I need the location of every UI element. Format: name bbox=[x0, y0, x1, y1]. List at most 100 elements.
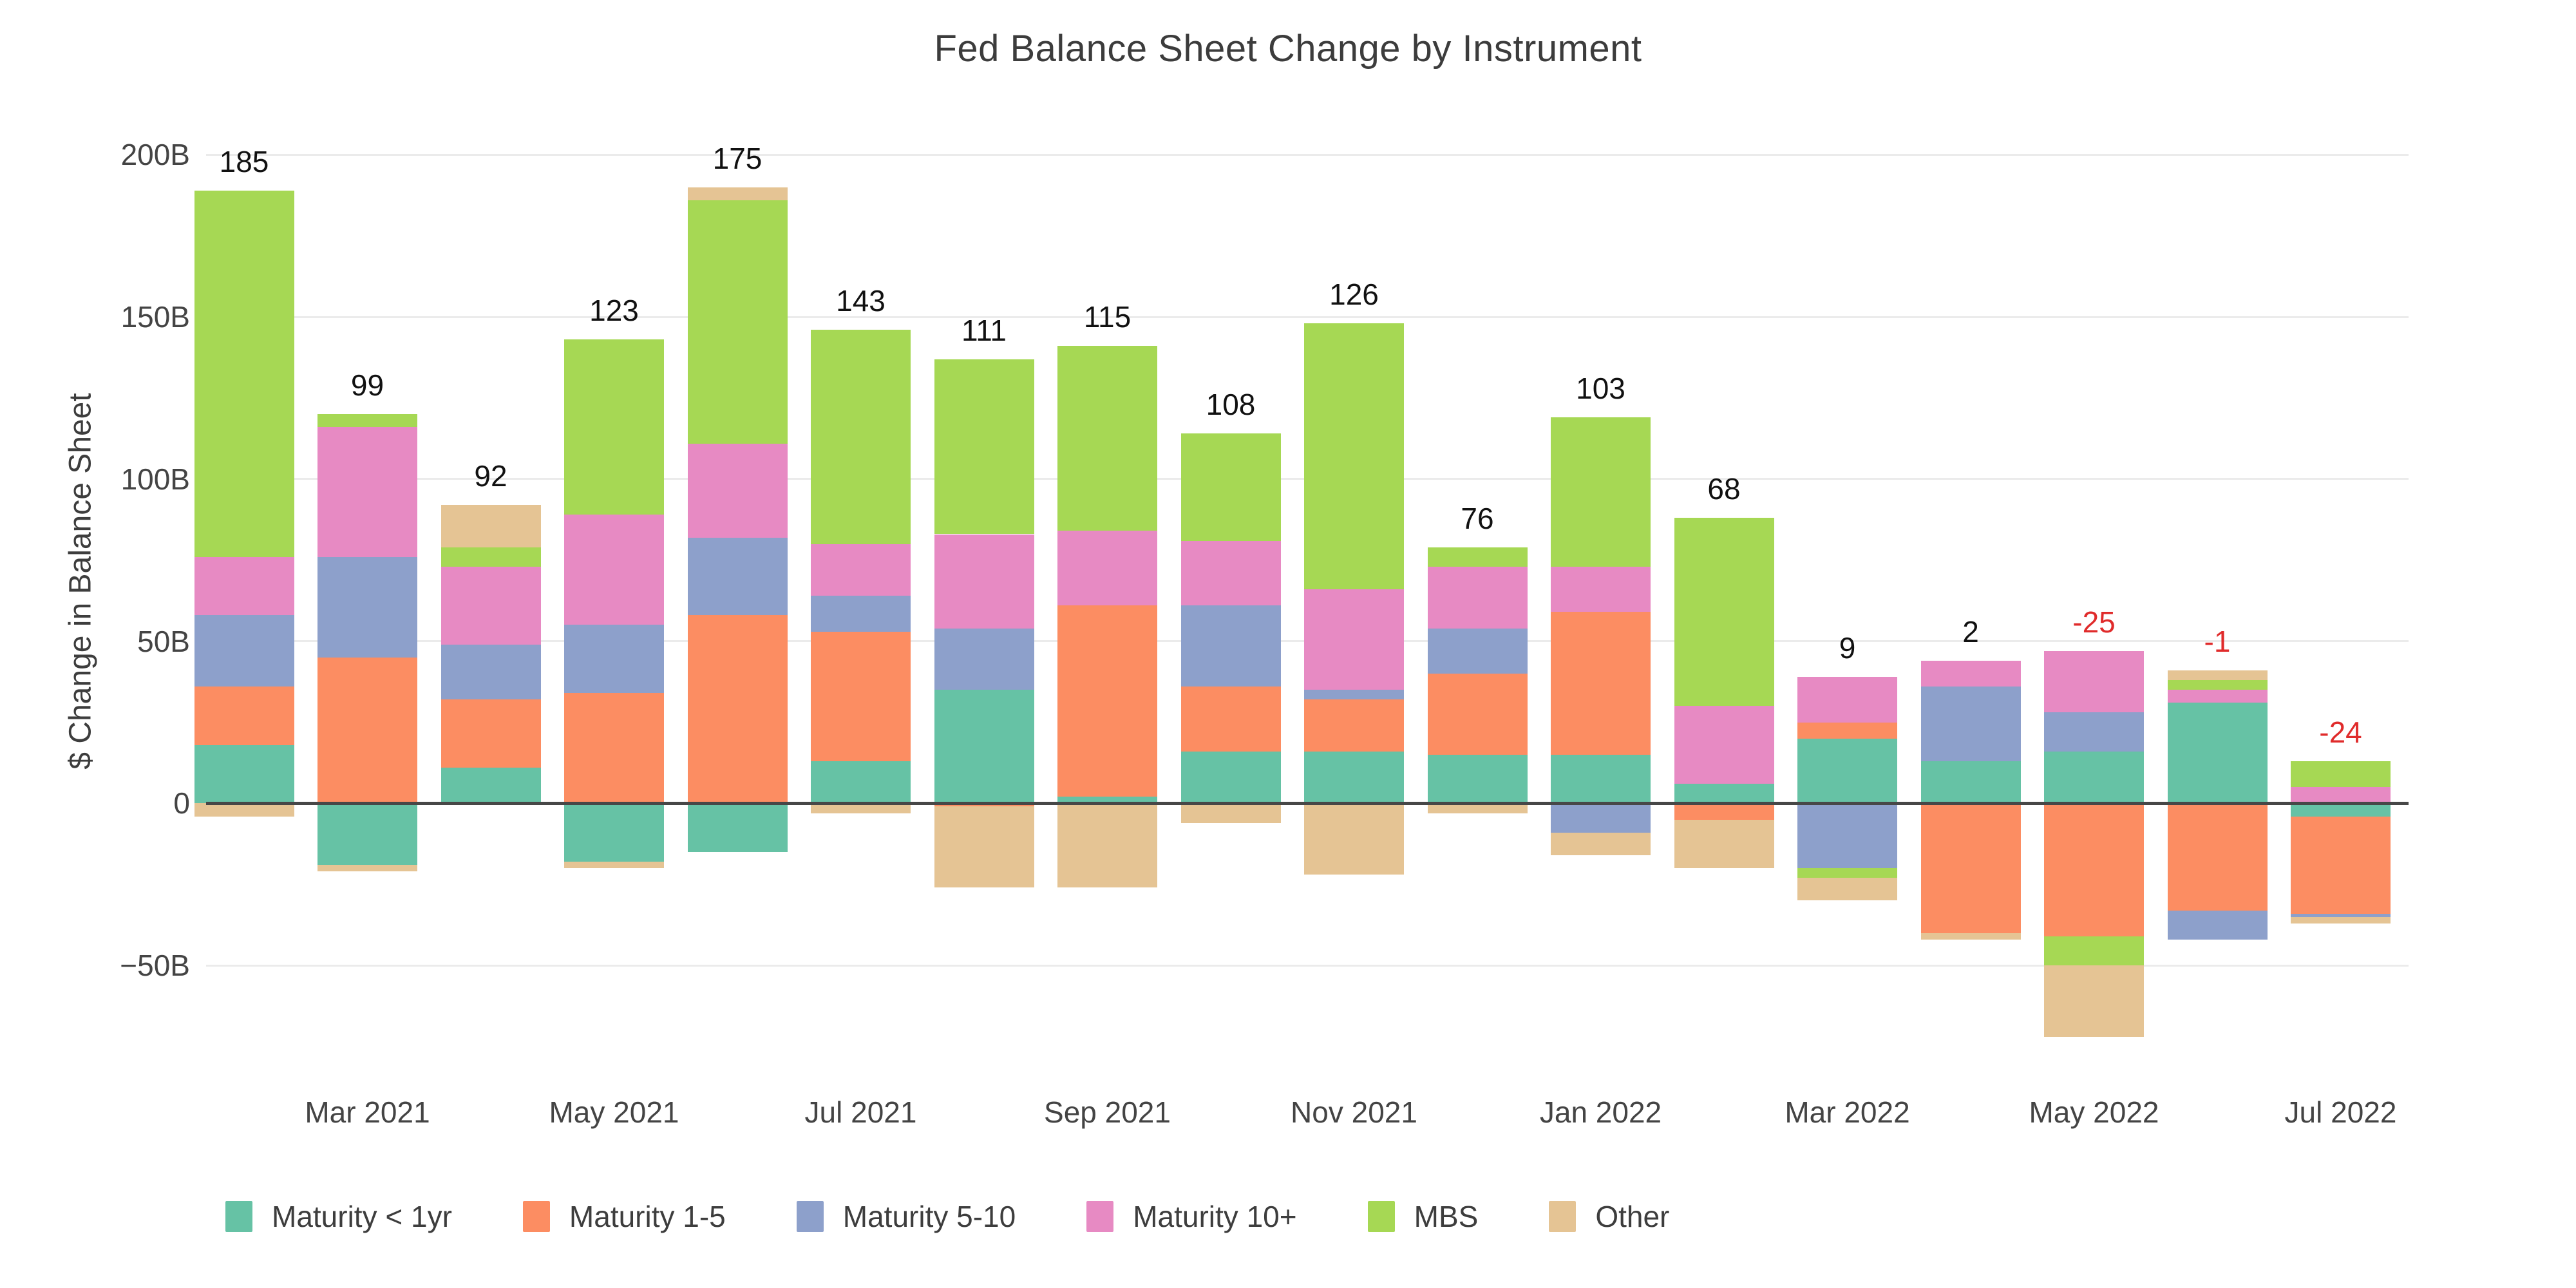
bar-segment[interactable] bbox=[1057, 803, 1157, 888]
bar-segment[interactable] bbox=[2044, 965, 2144, 1037]
bar-segment[interactable] bbox=[440, 644, 541, 700]
bar-segment[interactable] bbox=[811, 544, 911, 596]
bar-segment[interactable] bbox=[1797, 868, 1897, 878]
bar-segment[interactable] bbox=[1304, 589, 1404, 690]
bar-segment[interactable] bbox=[1797, 677, 1897, 723]
bar-segment[interactable] bbox=[2167, 690, 2268, 703]
bar-segment[interactable] bbox=[811, 761, 911, 804]
legend-item[interactable]: Maturity < 1yr bbox=[225, 1199, 452, 1234]
bar-segment[interactable] bbox=[1674, 819, 1774, 869]
bar-segment[interactable] bbox=[934, 690, 1034, 804]
bar-segment[interactable] bbox=[1797, 878, 1897, 901]
bar-segment[interactable] bbox=[811, 803, 911, 813]
bar-segment[interactable] bbox=[440, 768, 541, 804]
bar-segment[interactable] bbox=[1427, 803, 1528, 813]
bar-segment[interactable] bbox=[934, 628, 1034, 690]
bar-segment[interactable] bbox=[687, 200, 788, 444]
bar-segment[interactable] bbox=[1427, 566, 1528, 629]
legend-item[interactable]: Maturity 5-10 bbox=[796, 1199, 1016, 1234]
bar-segment[interactable] bbox=[687, 615, 788, 804]
bar-segment[interactable] bbox=[1551, 832, 1651, 855]
bar-segment[interactable] bbox=[317, 414, 417, 428]
bar-segment[interactable] bbox=[2167, 680, 2268, 690]
legend-item[interactable]: MBS bbox=[1367, 1199, 1478, 1234]
bar-segment[interactable] bbox=[1551, 612, 1651, 755]
bar-segment[interactable] bbox=[194, 803, 294, 817]
bar-segment[interactable] bbox=[2291, 913, 2391, 917]
bar-segment[interactable] bbox=[317, 803, 417, 866]
bar-segment[interactable] bbox=[1304, 751, 1404, 804]
bar-segment[interactable] bbox=[1551, 417, 1651, 567]
bar-segment[interactable] bbox=[1427, 628, 1528, 674]
bar-segment[interactable] bbox=[440, 505, 541, 547]
bar-segment[interactable] bbox=[1180, 605, 1281, 687]
bar-segment[interactable] bbox=[1920, 803, 2021, 933]
bar-segment[interactable] bbox=[317, 427, 417, 557]
bar-segment[interactable] bbox=[564, 339, 664, 515]
bar-segment[interactable] bbox=[1180, 433, 1281, 541]
bar-segment[interactable] bbox=[317, 556, 417, 658]
legend-item[interactable]: Maturity 1-5 bbox=[522, 1199, 726, 1234]
bar-segment[interactable] bbox=[1797, 738, 1897, 804]
bar-segment[interactable] bbox=[1057, 346, 1157, 531]
bar-segment[interactable] bbox=[1920, 933, 2021, 940]
bar-segment[interactable] bbox=[194, 556, 294, 616]
legend-item[interactable]: Other bbox=[1549, 1199, 1669, 1234]
bar-segment[interactable] bbox=[687, 187, 788, 200]
bar-segment[interactable] bbox=[440, 547, 541, 567]
bar-segment[interactable] bbox=[2167, 803, 2268, 911]
bar-segment[interactable] bbox=[934, 534, 1034, 629]
bar-segment[interactable] bbox=[1797, 803, 1897, 869]
bar-segment[interactable] bbox=[564, 803, 664, 862]
bar-segment[interactable] bbox=[2167, 703, 2268, 804]
bar-segment[interactable] bbox=[564, 862, 664, 869]
bar-segment[interactable] bbox=[1427, 674, 1528, 755]
bar-segment[interactable] bbox=[1551, 566, 1651, 612]
bar-segment[interactable] bbox=[687, 443, 788, 538]
bar-segment[interactable] bbox=[2291, 916, 2391, 923]
bar-segment[interactable] bbox=[1674, 706, 1774, 784]
bar-segment[interactable] bbox=[934, 806, 1034, 888]
bar-segment[interactable] bbox=[1304, 323, 1404, 590]
bar-segment[interactable] bbox=[2167, 670, 2268, 681]
bar-segment[interactable] bbox=[317, 865, 417, 872]
bar-segment[interactable] bbox=[1304, 803, 1404, 875]
legend-item[interactable]: Maturity 10+ bbox=[1086, 1199, 1297, 1234]
bar-segment[interactable] bbox=[811, 330, 911, 544]
bar-segment[interactable] bbox=[1304, 690, 1404, 700]
bar-segment[interactable] bbox=[2291, 787, 2391, 804]
bar-segment[interactable] bbox=[1920, 761, 2021, 804]
bar-segment[interactable] bbox=[2167, 910, 2268, 940]
bar-segment[interactable] bbox=[1180, 540, 1281, 606]
bar-segment[interactable] bbox=[2044, 803, 2144, 936]
bar-segment[interactable] bbox=[2291, 803, 2391, 817]
bar-segment[interactable] bbox=[564, 625, 664, 694]
bar-segment[interactable] bbox=[1920, 687, 2021, 761]
bar-segment[interactable] bbox=[440, 566, 541, 645]
bar-segment[interactable] bbox=[564, 693, 664, 804]
bar-segment[interactable] bbox=[1180, 751, 1281, 804]
bar-segment[interactable] bbox=[934, 803, 1034, 807]
bar-segment[interactable] bbox=[1180, 687, 1281, 752]
bar-segment[interactable] bbox=[1920, 660, 2021, 687]
bar-segment[interactable] bbox=[1427, 754, 1528, 804]
bar-segment[interactable] bbox=[687, 803, 788, 852]
bar-segment[interactable] bbox=[564, 515, 664, 625]
bar-segment[interactable] bbox=[1057, 605, 1157, 797]
bar-segment[interactable] bbox=[2291, 816, 2391, 914]
bar-segment[interactable] bbox=[1057, 797, 1157, 804]
bar-segment[interactable] bbox=[1674, 803, 1774, 820]
bar-segment[interactable] bbox=[2044, 936, 2144, 966]
bar-segment[interactable] bbox=[317, 657, 417, 804]
bar-segment[interactable] bbox=[1304, 699, 1404, 752]
bar-segment[interactable] bbox=[194, 190, 294, 557]
bar-segment[interactable] bbox=[1797, 722, 1897, 739]
bar-segment[interactable] bbox=[1551, 754, 1651, 804]
bar-segment[interactable] bbox=[1427, 547, 1528, 567]
bar-segment[interactable] bbox=[811, 596, 911, 632]
bar-segment[interactable] bbox=[1551, 803, 1651, 833]
bar-segment[interactable] bbox=[194, 615, 294, 687]
bar-segment[interactable] bbox=[934, 359, 1034, 535]
bar-segment[interactable] bbox=[1057, 531, 1157, 606]
bar-segment[interactable] bbox=[1180, 803, 1281, 823]
